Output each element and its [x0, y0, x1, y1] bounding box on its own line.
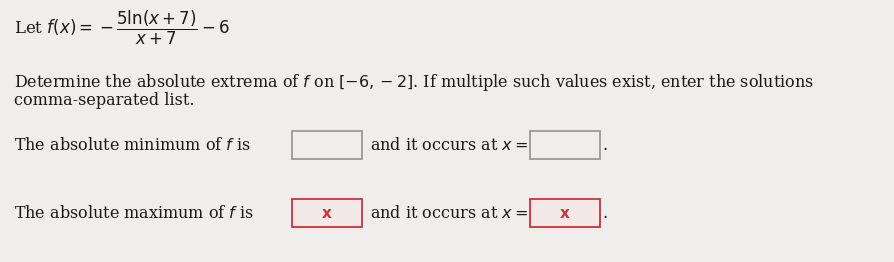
Bar [292, 199, 362, 227]
Bar [530, 199, 600, 227]
Bar [292, 131, 362, 159]
Text: and it occurs at $x =$: and it occurs at $x =$ [370, 137, 528, 154]
Text: The absolute maximum of $f$ is: The absolute maximum of $f$ is [14, 205, 254, 221]
Text: x: x [322, 205, 332, 221]
Text: Determine the absolute extrema of $f$ on $[-6,-2]$. If multiple such values exis: Determine the absolute extrema of $f$ on… [14, 72, 814, 93]
Text: comma-separated list.: comma-separated list. [14, 92, 195, 109]
Text: .: . [603, 205, 608, 221]
Text: The absolute minimum of $f$ is: The absolute minimum of $f$ is [14, 137, 251, 154]
Text: x: x [560, 205, 570, 221]
Text: Let $f(x) = -\dfrac{5\ln(x+7)}{x+7} - 6$: Let $f(x) = -\dfrac{5\ln(x+7)}{x+7} - 6$ [14, 9, 230, 47]
Bar [530, 131, 600, 159]
Text: and it occurs at $x =$: and it occurs at $x =$ [370, 205, 528, 221]
Text: .: . [603, 137, 608, 154]
